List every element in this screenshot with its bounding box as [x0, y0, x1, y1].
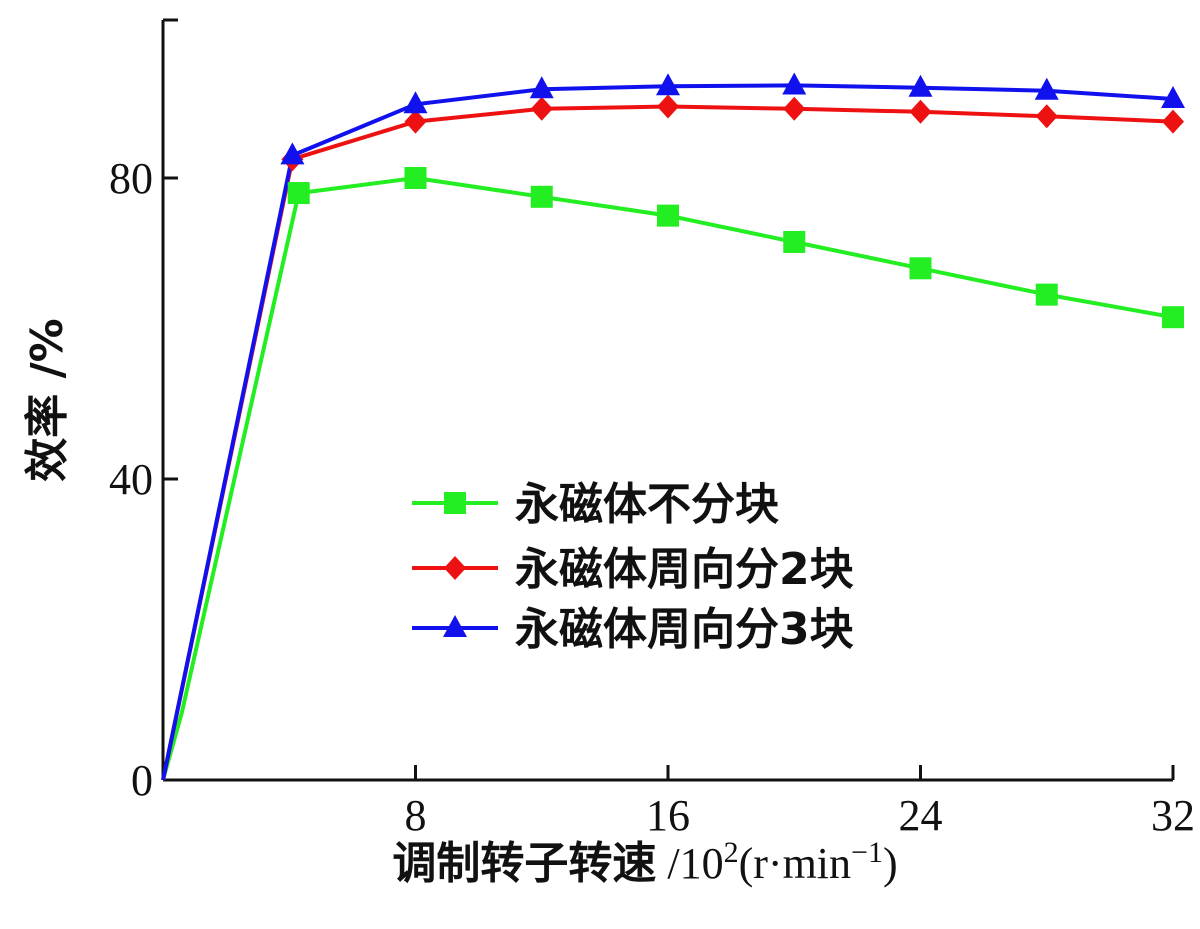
- series-markers: [280, 72, 1185, 329]
- x-tick-label: 16: [646, 791, 690, 840]
- series-3-point: [529, 76, 554, 99]
- series-3-point: [908, 74, 933, 97]
- x-ticks: 8 16 24 32: [405, 765, 1195, 840]
- series-2-point: [909, 99, 932, 124]
- series-1-point: [657, 204, 679, 227]
- series-2-point: [530, 96, 553, 121]
- x-axis-label-exponent: 2: [724, 836, 739, 869]
- series-1-point: [783, 230, 806, 253]
- series-2-point: [404, 109, 427, 134]
- series-2-point: [1162, 109, 1184, 134]
- series-1-point: [530, 185, 553, 208]
- x-tick-label: 8: [405, 791, 427, 840]
- series-1-point: [909, 257, 932, 280]
- x-axis-label: 调制转子转速 /102(r·min−1): [392, 836, 897, 889]
- series-3-point: [782, 72, 807, 95]
- series-1-point: [404, 167, 427, 189]
- y-ticks: 0 40 80: [109, 154, 178, 805]
- series-1-point: [1035, 283, 1058, 306]
- x-axis-label-unit-exponent: −1: [851, 836, 883, 869]
- y-tick-label: 0: [131, 756, 153, 805]
- series-3-point: [280, 142, 305, 165]
- legend-marker-2: [444, 556, 466, 580]
- y-tick-label: 80: [109, 154, 153, 203]
- series-line-1: [161, 176, 1174, 781]
- series-3-point: [1161, 85, 1185, 108]
- y-tick-label: 40: [109, 455, 153, 504]
- series-2-point: [1035, 104, 1058, 129]
- series-2-point: [657, 94, 679, 119]
- legend-marker-1: [444, 492, 466, 514]
- series-1-point: [1162, 306, 1184, 329]
- x-axis-label-unit-close: ): [883, 839, 898, 888]
- series-2-point: [783, 96, 806, 121]
- series-3-point: [1034, 77, 1059, 100]
- axes: [161, 18, 1173, 782]
- x-tick-label: 32: [1151, 791, 1195, 840]
- series-lines: [161, 83, 1174, 781]
- x-axis-label-unit-open: (r·min: [739, 839, 851, 888]
- x-axis-label-prefix: /10: [656, 839, 723, 888]
- x-axis-label-main: 调制转子转速: [392, 838, 656, 889]
- series-3-point: [403, 91, 428, 114]
- legend-label-3: 永磁体周向分3块: [515, 604, 854, 655]
- x-tick-label: 24: [899, 791, 943, 840]
- legend-marker-3: [443, 615, 467, 637]
- legend-label-1: 永磁体不分块: [515, 479, 779, 530]
- series-3-point: [656, 73, 680, 96]
- legend-label-2: 永磁体周向分2块: [515, 544, 854, 595]
- series-1-point: [287, 182, 310, 205]
- y-axis-label: 效率 /%: [22, 318, 73, 481]
